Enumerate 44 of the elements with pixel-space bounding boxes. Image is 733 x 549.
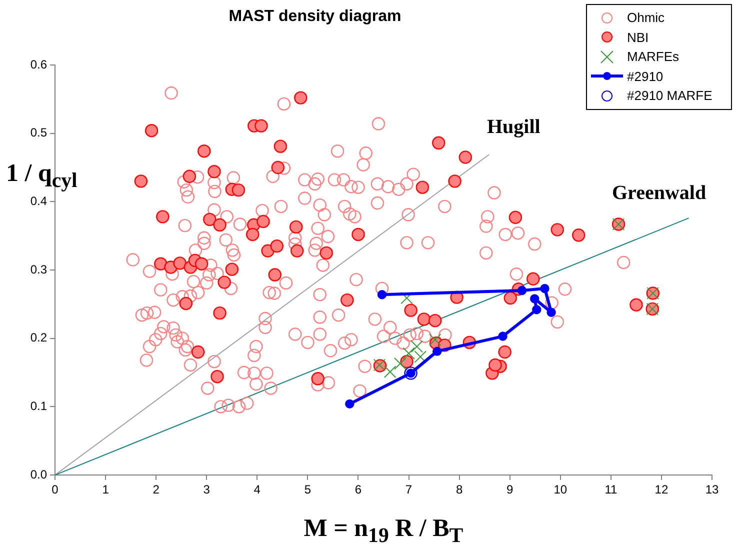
annotation: Hugill	[487, 116, 540, 139]
point	[345, 399, 354, 409]
y-tick-label: 0.0	[30, 467, 48, 482]
legend-label: NBI	[627, 30, 649, 45]
x-tick-label: 1	[102, 482, 110, 497]
point	[540, 284, 550, 294]
point	[428, 334, 442, 346]
point	[410, 340, 424, 353]
annotation: Greenwald	[612, 182, 706, 205]
x-tick-label: 6	[354, 482, 362, 497]
x-tick-label: 2	[152, 482, 160, 497]
legend-label: #2910 MARFE	[627, 88, 712, 104]
point	[432, 346, 442, 356]
point	[377, 290, 387, 300]
point	[532, 305, 542, 314]
x-tick-label: 8	[456, 482, 463, 497]
x-tick-label: 3	[203, 482, 210, 497]
point	[384, 366, 396, 378]
legend-label: #2910	[627, 68, 664, 84]
x-tick-label: 10	[554, 482, 568, 497]
legend-label: MARFEs	[627, 49, 679, 64]
x-tick-label: 5	[304, 482, 312, 497]
point	[530, 294, 540, 304]
point	[402, 347, 415, 360]
chart-title: MAST density diagram	[228, 8, 402, 25]
x-tick-label: 12	[654, 482, 668, 497]
y-tick-label: 0.2	[30, 330, 48, 345]
x-axis-title: M = n$_{19}$ R / B$_{T}$	[302, 515, 464, 548]
x-tick-label: 11	[604, 482, 618, 497]
y-axis-title: 1 / q$_{cyl}$	[6, 160, 78, 193]
legend-label: Ohmic	[627, 10, 665, 26]
y-tick-label: 0.5	[30, 126, 48, 140]
y-tick-label: 0.4	[30, 194, 48, 208]
x-tick-label: 13	[705, 482, 719, 497]
y-tick-label: 0.3	[30, 262, 48, 276]
y-tick-label: 0.6	[30, 57, 48, 72]
x-tick-label: 7	[405, 482, 412, 497]
y-tick-label: 0.1	[30, 398, 48, 413]
x-tick-label: 0	[52, 482, 59, 497]
x-tick-label: 4	[254, 482, 261, 497]
point	[546, 308, 556, 317]
point	[394, 357, 406, 370]
point	[498, 332, 508, 341]
x-tick-label: 9	[506, 482, 514, 497]
